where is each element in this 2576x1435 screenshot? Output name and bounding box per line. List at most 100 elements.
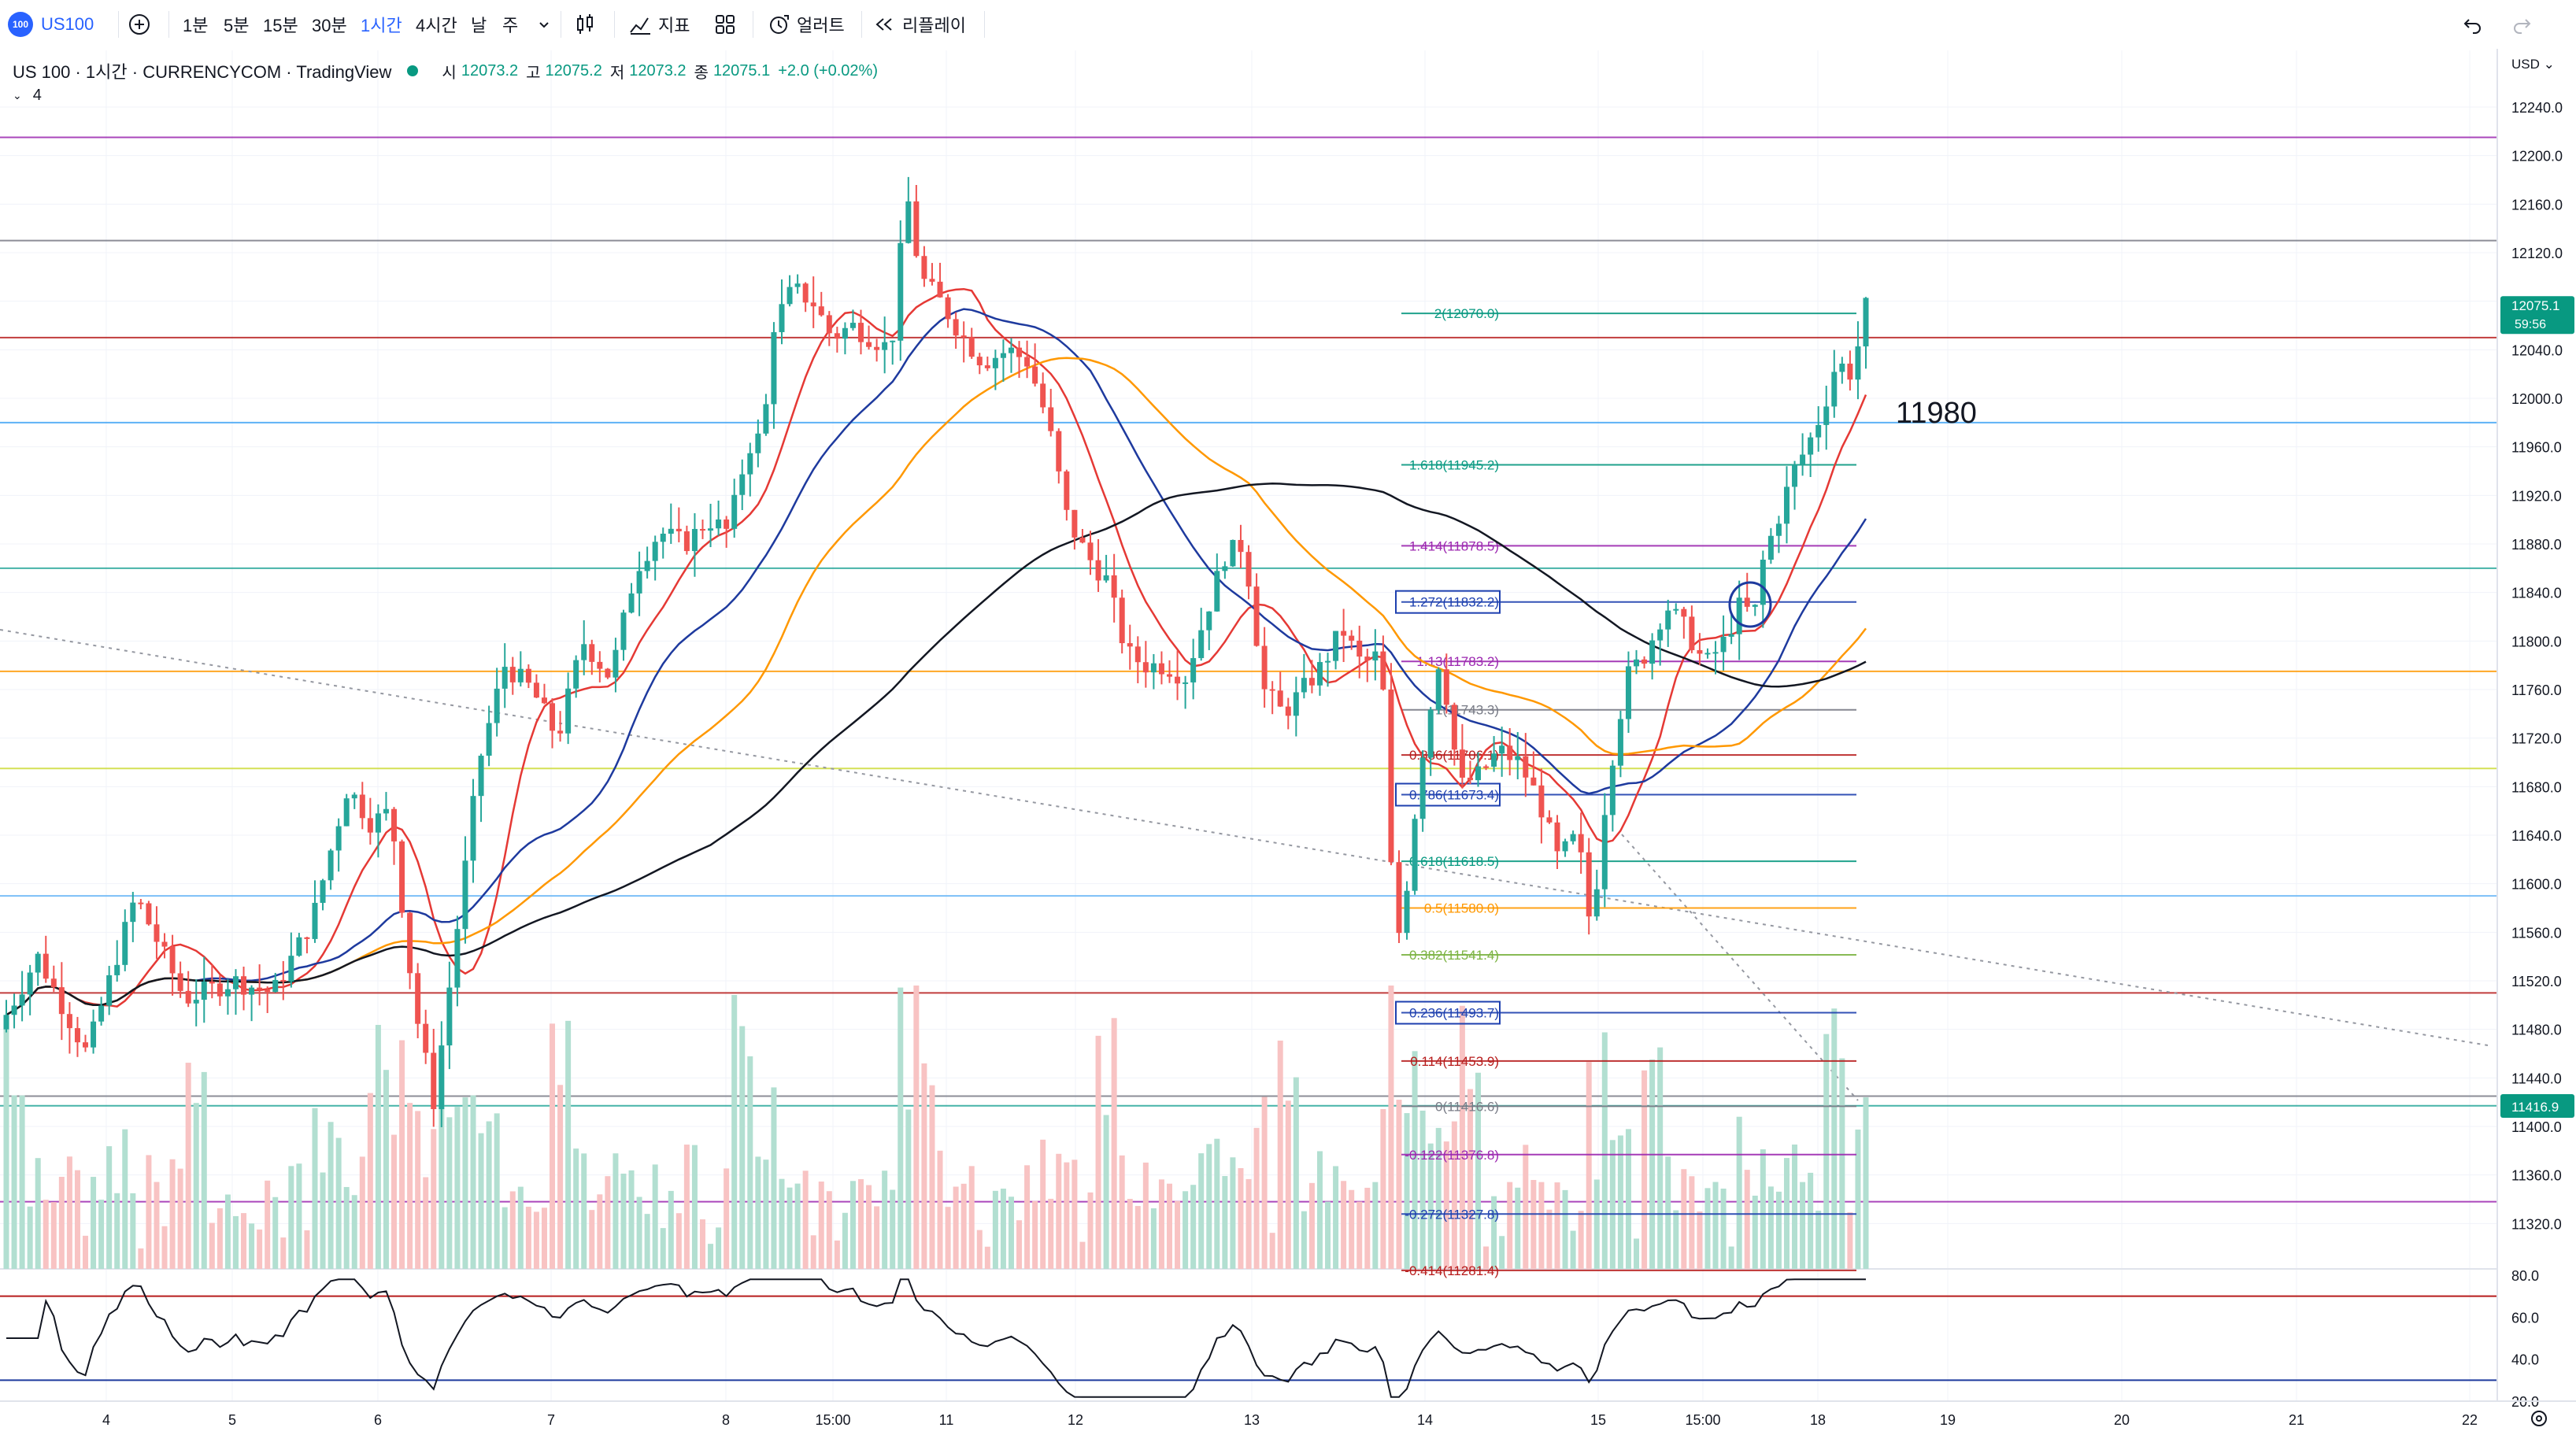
chevron-down-icon: ⌄ <box>13 89 22 102</box>
volume-bar <box>1372 1182 1379 1269</box>
volume-bar <box>786 1187 793 1269</box>
volume-bar <box>1641 1070 1648 1269</box>
time-tick-label: 8 <box>722 1412 730 1428</box>
chart-markers: 11980 <box>1728 397 1977 628</box>
volume-bar <box>1760 1149 1766 1269</box>
volume-bar <box>1704 1188 1711 1269</box>
fib-level-label: 1.618(11945.2) <box>1409 457 1499 472</box>
interval-4h[interactable]: 4시간 <box>416 16 457 35</box>
candle-body <box>953 319 959 336</box>
price-tick-label: 11360.0 <box>2511 1168 2562 1184</box>
candle-body <box>478 756 484 797</box>
volume-bar <box>423 1177 429 1269</box>
candle-body <box>224 989 231 997</box>
time-tick-label: 21 <box>2289 1412 2304 1428</box>
volume-bar <box>620 1173 627 1269</box>
candle-body <box>1586 852 1592 917</box>
volume-bar <box>953 1186 959 1269</box>
dotted-trendline <box>0 629 2489 1046</box>
fib-level-label: 0.382(11541.4) <box>1409 948 1499 963</box>
fib-extension[interactable]: 2(12070.0) 1.618(11945.2) 1.414(11878.5) 1.… <box>1395 306 1856 1278</box>
indicators-button[interactable]: 지표 <box>627 0 690 49</box>
alerts-button[interactable]: 얼러트 <box>765 0 845 49</box>
candle-body <box>683 531 690 552</box>
candle-body <box>1467 777 1473 781</box>
rsi-tick-label: 60.0 <box>2511 1310 2539 1326</box>
interval-week[interactable]: 주 <box>502 16 519 35</box>
compare-add-button[interactable] <box>126 0 157 49</box>
candle-body <box>636 571 642 594</box>
fib-label-box <box>1395 782 1501 807</box>
undo-button[interactable] <box>2459 0 2491 49</box>
volume-bar <box>1855 1129 1861 1269</box>
candle-body <box>1760 559 1766 605</box>
candle-body <box>771 331 777 405</box>
candle-body <box>550 703 556 731</box>
settings-corner[interactable] <box>2531 1411 2547 1426</box>
volume-bar <box>858 1179 864 1269</box>
time-tick-label: 15 <box>1590 1412 1606 1428</box>
candle-body <box>921 256 927 279</box>
candle-body <box>1333 631 1339 661</box>
candle-body <box>1230 539 1236 567</box>
candle-body <box>1641 659 1648 664</box>
open-value: 12073.2 <box>461 61 519 80</box>
candle-body <box>1538 785 1545 818</box>
volume-bar <box>154 1182 160 1269</box>
candle-body <box>288 956 294 982</box>
volume-bar <box>391 1134 398 1269</box>
volume-bar <box>98 1200 105 1269</box>
candle-body <box>1119 597 1125 644</box>
candle-body <box>882 342 888 350</box>
volume-bar <box>589 1210 595 1269</box>
interval-15m[interactable]: 15분 <box>263 16 298 35</box>
currency-selector[interactable]: USD ⌄ <box>2511 57 2555 72</box>
volume-bar <box>1459 1005 1465 1269</box>
interval-1m[interactable]: 1분 <box>183 16 209 35</box>
price-tick-label: 11520.0 <box>2511 974 2562 989</box>
interval-1h[interactable]: 1시간 <box>361 16 402 35</box>
symbol-search[interactable]: 100 US100 <box>8 0 94 49</box>
redo-button[interactable] <box>2508 0 2540 49</box>
interval-5m[interactable]: 5분 <box>224 16 250 35</box>
candle-body <box>66 1014 72 1029</box>
templates-button[interactable] <box>712 0 743 49</box>
interval-dropdown[interactable] <box>531 0 562 49</box>
volume-bar <box>882 1171 888 1269</box>
volume-bar <box>1823 1034 1830 1269</box>
volume-bar <box>1847 1212 1853 1269</box>
volume-bar <box>557 1085 564 1269</box>
chart-grid <box>0 50 2576 1401</box>
candle-body <box>1308 678 1315 686</box>
interval-30m[interactable]: 30분 <box>312 16 347 35</box>
chart-title: US 100 · 1시간 · CURRENCYCOM · TradingView <box>13 62 392 82</box>
candle-body <box>98 1005 105 1022</box>
volume-bar <box>573 1148 579 1269</box>
interval-day[interactable]: 날 <box>471 16 487 35</box>
gear-icon-ring <box>2531 1411 2547 1426</box>
replay-button[interactable]: 리플레이 <box>871 0 966 49</box>
volume-bar <box>668 1190 674 1269</box>
volume-bar <box>1245 1178 1252 1269</box>
volume-bar <box>675 1213 682 1269</box>
volume-bar <box>1681 1169 1687 1269</box>
candle-body <box>391 808 398 841</box>
indicators-toggle[interactable]: ⌄ 4 <box>13 87 42 105</box>
candle-body <box>423 1023 429 1053</box>
volume-bar <box>320 1172 326 1269</box>
candle-body <box>691 528 698 552</box>
volume-bar <box>802 1171 809 1269</box>
time-axis[interactable]: 4 5 6 7 8 15:00 11 12 13 14 15 15:00 18 19 20 21 22 <box>0 1400 2576 1428</box>
volume-bar <box>1808 1172 1814 1269</box>
price-axis[interactable]: 12240.012200.012160.012120.012080.012040… <box>2496 49 2576 1435</box>
candle-body <box>106 975 113 1006</box>
volume-bar <box>454 1107 461 1269</box>
volume-bar <box>407 1103 413 1269</box>
candle-body <box>992 357 998 368</box>
candle-body <box>272 979 279 993</box>
candle-body <box>1095 560 1101 581</box>
candle-body <box>375 813 381 833</box>
chart-type-button[interactable] <box>572 0 603 49</box>
price-chart[interactable]: 2(12070.0) 1.618(11945.2) 1.414(11878.5) 1.… <box>0 49 2576 1435</box>
time-tick-label: 14 <box>1417 1412 1433 1428</box>
